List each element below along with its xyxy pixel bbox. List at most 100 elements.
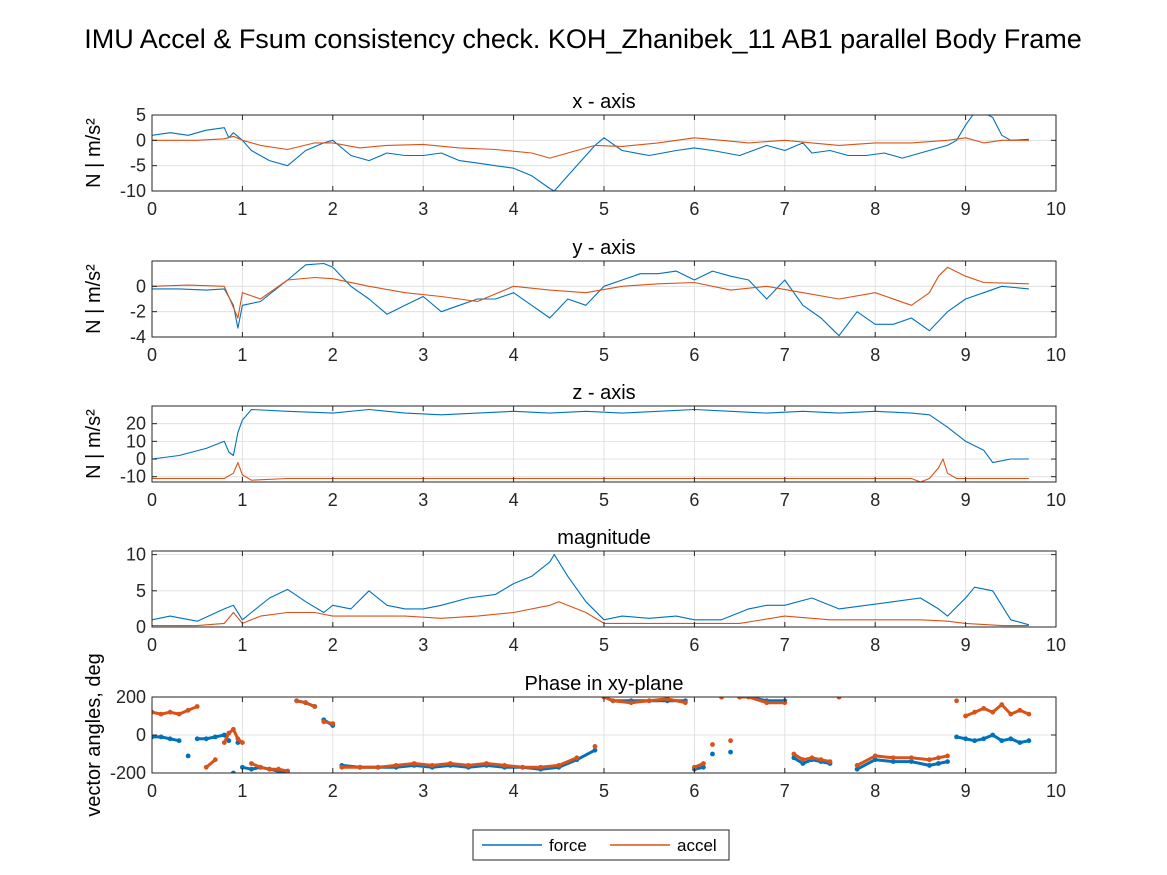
y-tick-label: 0	[136, 725, 146, 745]
data-point-accel	[194, 704, 200, 709]
data-point-accel	[710, 742, 715, 747]
series-line-force	[152, 554, 1030, 626]
data-point-accel	[1026, 711, 1032, 717]
x-tick-label: 0	[147, 199, 157, 219]
x-tick-label: 0	[147, 781, 157, 801]
data-segment-accel	[747, 697, 769, 705]
series-group	[152, 262, 1029, 337]
y-tick-label: 5	[136, 105, 146, 125]
data-point-accel	[701, 761, 706, 766]
series-line-force	[152, 408, 1029, 464]
data-point-force	[176, 738, 182, 744]
data-segment-force	[909, 760, 931, 767]
data-point-accel	[574, 755, 580, 761]
data-point-force	[710, 751, 715, 757]
x-tick-label: 9	[961, 490, 971, 510]
x-tick-label: 4	[509, 635, 519, 655]
y-tick-label: -10	[120, 467, 146, 487]
y-tick-label: -5	[130, 156, 146, 176]
x-tick-label: 5	[599, 345, 609, 365]
y-tick-label: 0	[136, 276, 146, 296]
data-point-force	[230, 770, 236, 773]
data-segment-accel	[503, 763, 525, 769]
data-point-accel	[827, 759, 833, 764]
x-tick-label: 9	[961, 635, 971, 655]
x-tick-label: 0	[147, 345, 157, 365]
data-point-accel	[782, 700, 788, 706]
x-tick-label: 4	[509, 490, 519, 510]
subplot-title: y - axis	[572, 237, 635, 259]
y-tick-label: 10	[126, 545, 146, 565]
x-tick-label: 10	[1046, 781, 1066, 801]
y-tick-label: 5	[136, 581, 146, 601]
data-segment-force	[873, 758, 895, 764]
x-tick-label: 7	[780, 781, 790, 801]
data-segment-accel	[873, 754, 895, 760]
data-point-accel	[312, 704, 318, 709]
y-tick-label: -10	[120, 181, 146, 201]
x-tick-label: 7	[780, 490, 790, 510]
series-line-accel	[152, 135, 1029, 159]
subplot-title: Phase in xy-plane	[525, 673, 684, 695]
x-tick-label: 3	[418, 345, 428, 365]
data-segment-accel	[855, 754, 877, 767]
data-point-accel	[954, 698, 959, 704]
data-segment-accel	[466, 762, 488, 767]
x-tick-label: 7	[780, 199, 790, 219]
data-segment-force	[539, 765, 561, 771]
data-point-accel	[330, 721, 336, 726]
y-tick-label: 20	[126, 414, 146, 434]
x-tick-label: 10	[1046, 635, 1066, 655]
data-point-accel	[836, 697, 842, 700]
x-tick-label: 8	[870, 781, 880, 801]
subplot-title: z - axis	[572, 382, 635, 404]
data-segment-force	[575, 748, 597, 762]
x-tick-label: 10	[1046, 345, 1066, 365]
data-segment-accel	[376, 763, 398, 769]
x-tick-label: 8	[870, 345, 880, 365]
x-tick-label: 4	[509, 345, 519, 365]
x-tick-label: 1	[237, 635, 247, 655]
y-axis-label: N | m/s²	[83, 409, 105, 479]
data-segment-accel	[665, 697, 687, 705]
series-line-accel	[152, 601, 1029, 627]
data-segment-accel	[909, 756, 931, 762]
y-tick-label: 10	[126, 431, 146, 451]
y-axis-label: N | m/s²	[83, 264, 105, 334]
x-tick-label: 6	[689, 199, 699, 219]
y-tick-label: 0	[136, 130, 146, 150]
data-point-accel	[945, 753, 950, 759]
x-tick-label: 7	[780, 635, 790, 655]
x-tick-label: 6	[689, 635, 699, 655]
data-point-accel	[240, 740, 245, 745]
y-tick-label: -2	[130, 302, 146, 322]
data-segment-accel	[557, 756, 579, 767]
series-line-force	[152, 262, 1029, 337]
x-tick-label: 9	[961, 199, 971, 219]
x-tick-label: 9	[961, 345, 971, 365]
subplot-0: 0 1 2 3 4 5 6 7 8 9 10 5 0 -5 -10 x - axis N | m/s²	[83, 91, 1066, 219]
data-point-force	[701, 764, 706, 770]
legend: force accel	[472, 829, 730, 861]
subplot-title: magnitude	[557, 527, 650, 549]
data-point-accel	[285, 768, 290, 773]
data-segment-accel	[629, 699, 651, 705]
y-tick-label: -4	[130, 327, 146, 347]
x-tick-label: 4	[509, 781, 519, 801]
subplot-1: 0 1 2 3 4 5 6 7 8 9 10 0 -2 -4 y - axis N | m/s²	[83, 237, 1066, 365]
x-tick-label: 7	[780, 345, 790, 365]
data-point-accel	[728, 738, 733, 744]
data-segment-accel	[412, 762, 434, 767]
y-tick-label: 0	[136, 617, 146, 637]
x-tick-label: 10	[1046, 199, 1066, 219]
subplot-3: 0 1 2 3 4 5 6 7 8 9 10 10 5 0 magnitude	[126, 527, 1066, 655]
series-group	[152, 697, 1032, 773]
x-tick-label: 1	[237, 345, 247, 365]
x-tick-label: 6	[689, 781, 699, 801]
x-tick-label: 9	[961, 781, 971, 801]
x-tick-label: 0	[147, 490, 157, 510]
x-tick-label: 2	[328, 781, 338, 801]
legend-force-label: force	[549, 836, 587, 855]
